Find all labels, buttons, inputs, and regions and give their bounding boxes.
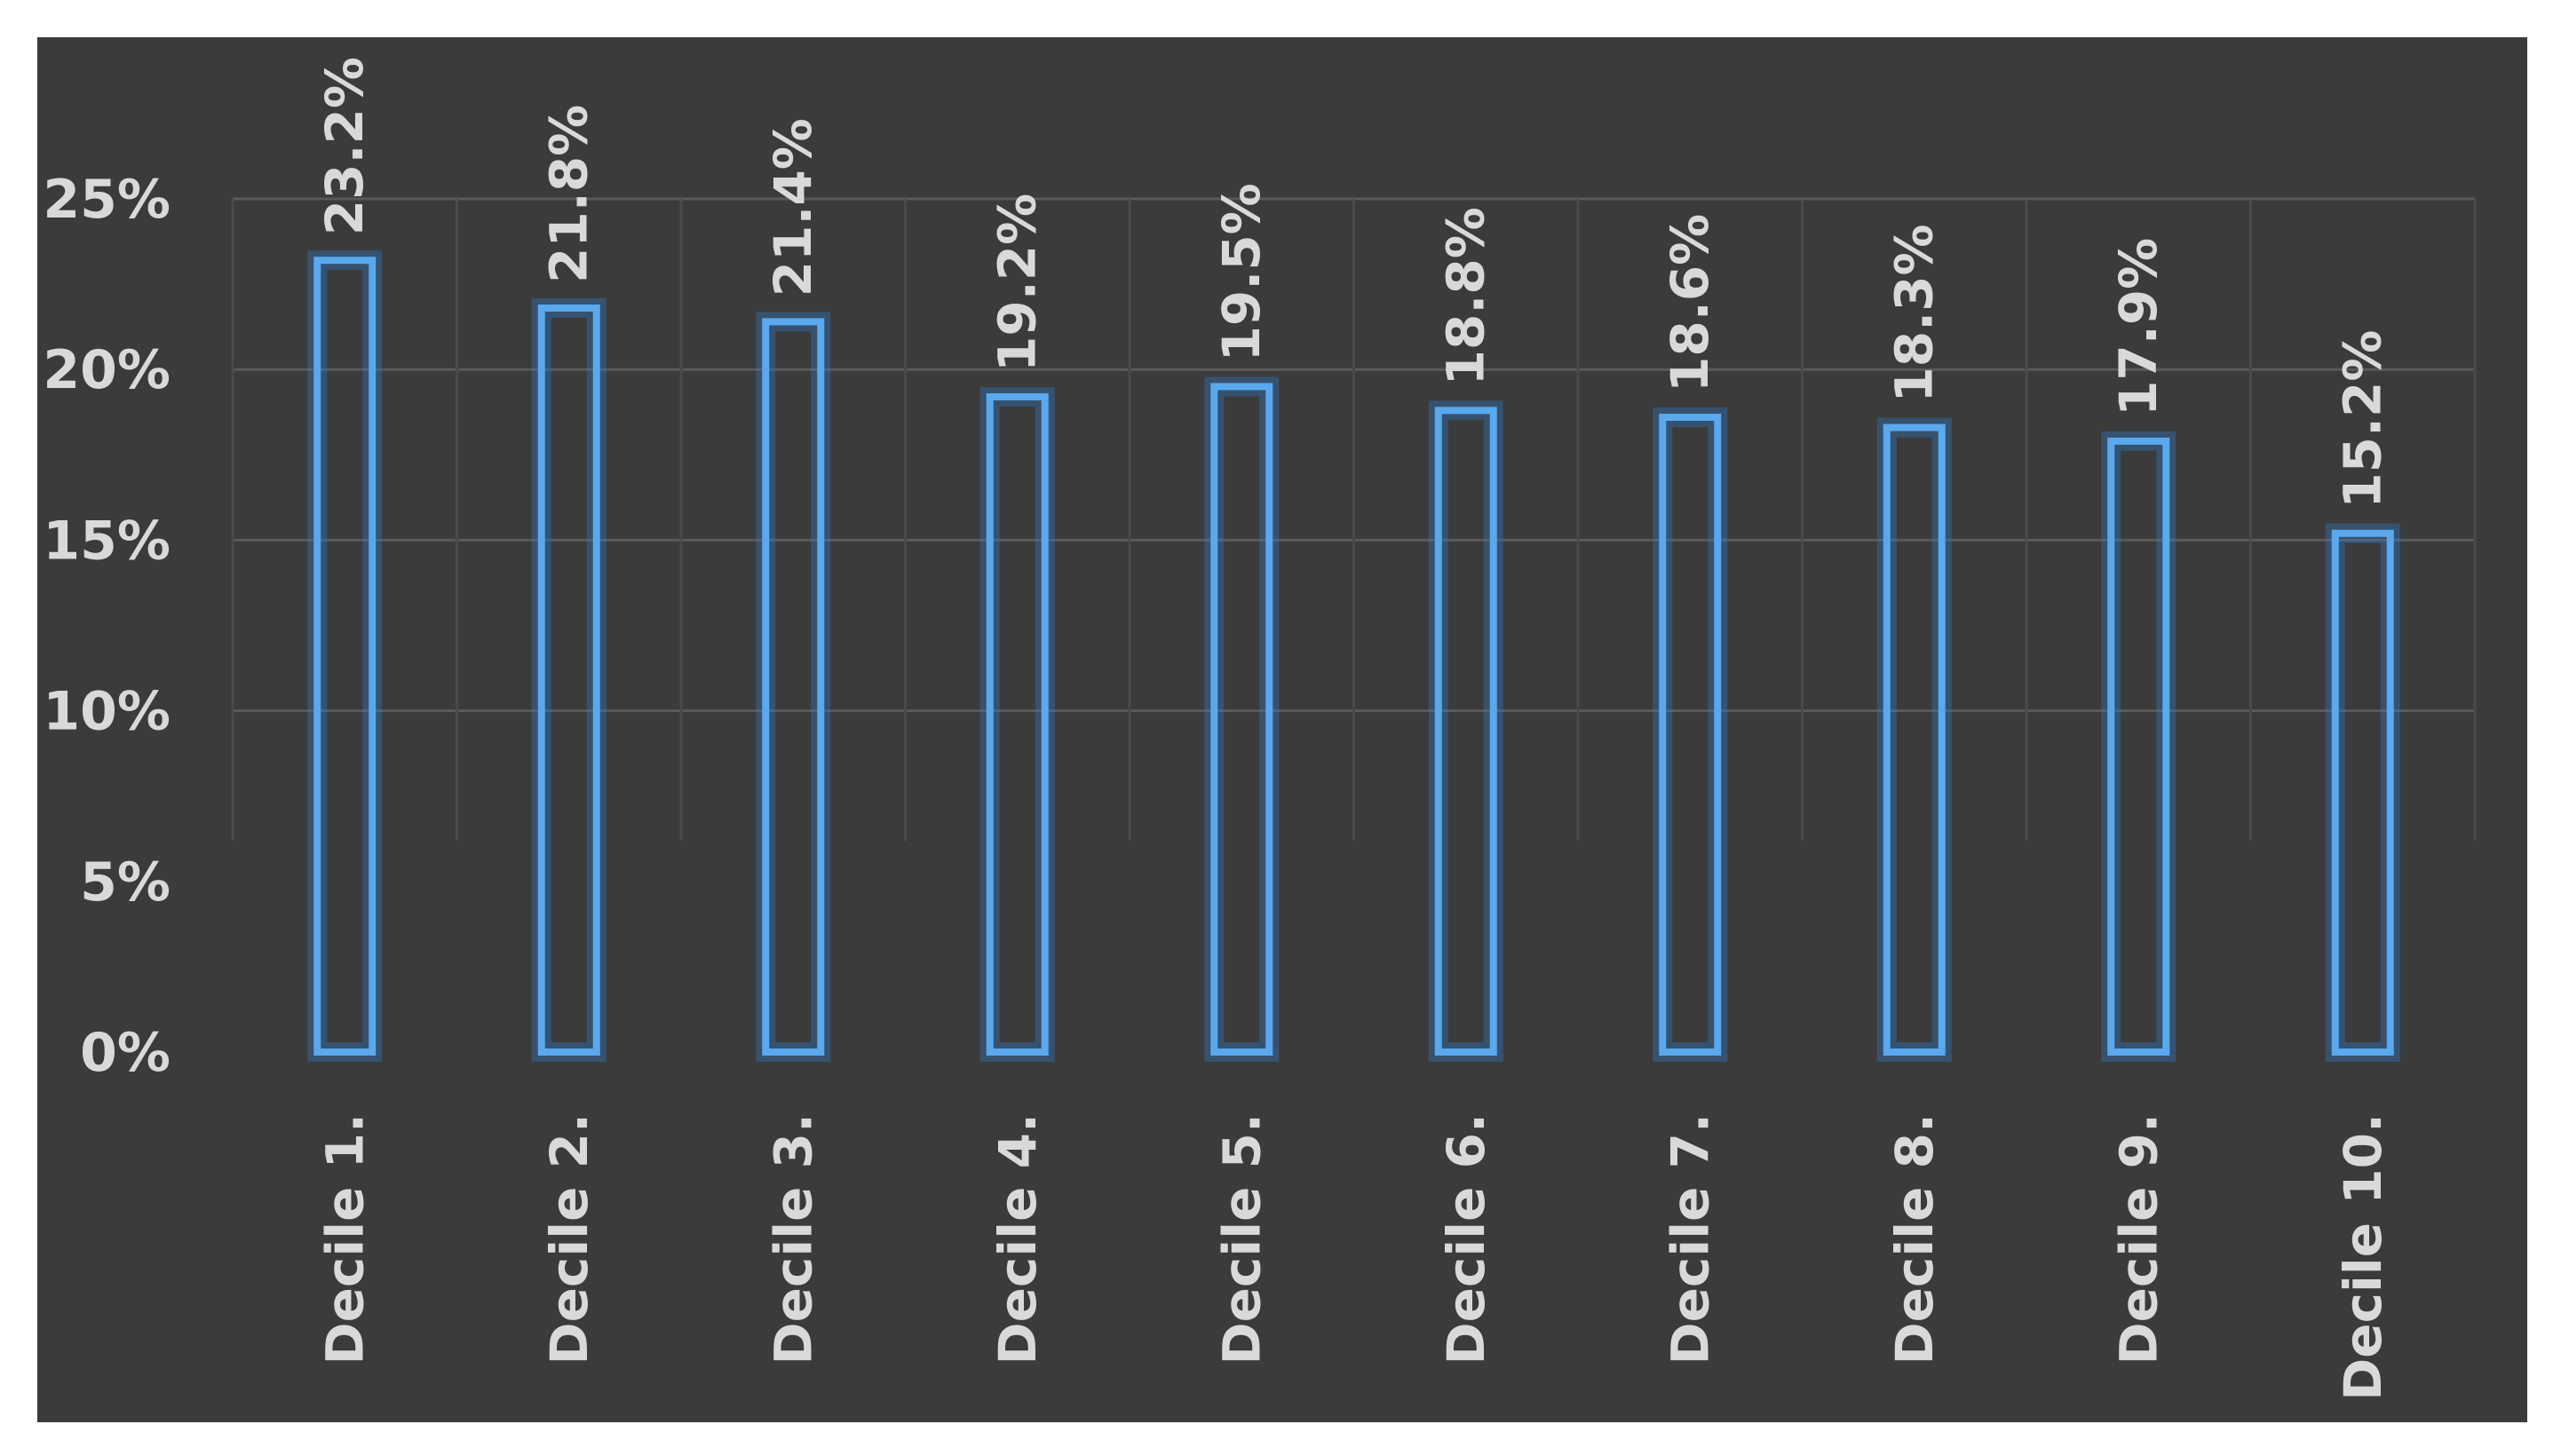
bar-glow — [979, 386, 1055, 1062]
chart-panel: 0% 5% 10% 15% 20% 25% 23.2% 21.8% 21.4% 19.2% 19.… — [37, 37, 2527, 1422]
bar-glow — [1204, 376, 1280, 1063]
bar — [1434, 407, 1497, 1056]
category-label: Decile 2. — [539, 1113, 599, 1365]
bars — [307, 250, 2400, 1063]
category-label: Decile 1. — [314, 1113, 375, 1365]
data-label: 18.8% — [1436, 207, 1496, 385]
category-label: Decile 9. — [2108, 1113, 2169, 1365]
category-label: Decile 7. — [1660, 1113, 1720, 1365]
category-label: Decile 10. — [2333, 1113, 2393, 1401]
category-label: Decile 6. — [1436, 1113, 1496, 1365]
y-tick-label: 25% — [43, 169, 170, 231]
y-tick-label: 20% — [43, 339, 170, 401]
bar-glow — [2101, 431, 2176, 1062]
bar — [986, 392, 1049, 1056]
bar-glow — [756, 312, 831, 1063]
bar — [1659, 414, 1722, 1056]
bar-chart: 0% 5% 10% 15% 20% 25% 23.2% 21.8% 21.4% 19.2% 19.… — [43, 57, 2477, 1401]
category-label: Decile 5. — [1211, 1113, 1272, 1365]
data-label: 19.2% — [987, 194, 1048, 372]
data-label: 19.5% — [1211, 183, 1272, 361]
bar — [1210, 383, 1273, 1056]
bar — [2331, 529, 2394, 1056]
data-labels: 23.2% 21.8% 21.4% 19.2% 19.5% 18.8% 18.6% 18.3%… — [314, 57, 2393, 509]
category-label: Decile 8. — [1884, 1113, 1945, 1365]
data-label: 23.2% — [314, 57, 375, 235]
bar-glow — [1428, 400, 1503, 1062]
bar — [313, 257, 377, 1056]
y-tick-label: 10% — [43, 681, 170, 743]
data-label: 21.4% — [763, 118, 823, 297]
bar-glow — [1876, 417, 1952, 1063]
bar — [2107, 437, 2170, 1056]
data-label: 15.2% — [2333, 329, 2393, 508]
data-label: 18.3% — [1884, 224, 1945, 402]
category-label: Decile 4. — [987, 1113, 1048, 1365]
data-label: 17.9% — [2108, 238, 2169, 416]
grid-lines — [231, 197, 2477, 841]
bar — [762, 318, 825, 1056]
x-axis-category-labels: Decile 1. Decile 2. Decile 3. Decile 4. Deci… — [314, 1113, 2393, 1401]
bar — [1883, 423, 1946, 1056]
data-label: 21.8% — [539, 105, 599, 283]
y-tick-label: 15% — [43, 510, 170, 572]
bar-glow — [531, 298, 607, 1062]
bar — [537, 305, 600, 1056]
y-tick-label: 5% — [80, 851, 170, 914]
bar-glow — [2325, 523, 2400, 1062]
bar-glow — [307, 250, 383, 1062]
y-axis-tick-labels: 0% 5% 10% 15% 20% 25% — [43, 169, 170, 1084]
data-label: 18.6% — [1660, 214, 1720, 392]
category-label: Decile 3. — [763, 1113, 823, 1365]
y-tick-label: 0% — [80, 1022, 170, 1084]
bar-glow — [1653, 408, 1728, 1062]
